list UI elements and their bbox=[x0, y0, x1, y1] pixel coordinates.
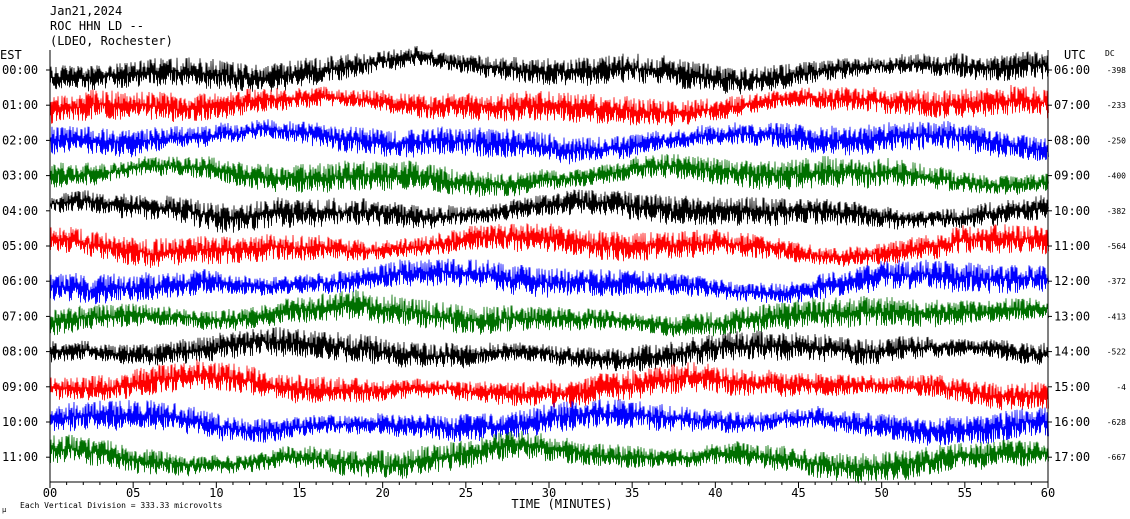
dc-offset-value: -398 bbox=[1107, 66, 1126, 75]
x-axis-ticks: 00 05 10 15 20 25 30 35 40 45 50 55 60 bbox=[43, 482, 1055, 500]
right-time-labels: 06:00 07:00 08:00 09:00 10:00 11:00 12:00 13:00… bbox=[1054, 63, 1090, 464]
left-time-label: 02:00 bbox=[2, 133, 38, 147]
right-time-label: 08:00 bbox=[1054, 133, 1090, 147]
right-time-label: 12:00 bbox=[1054, 274, 1090, 288]
dc-offset-value: -628 bbox=[1107, 418, 1126, 427]
x-axis-label: TIME (MINUTES) bbox=[511, 497, 612, 511]
seismic-traces bbox=[49, 45, 1049, 484]
x-tick-label: 20 bbox=[375, 486, 389, 500]
left-time-label: 06:00 bbox=[2, 274, 38, 288]
left-time-label: 11:00 bbox=[2, 450, 38, 464]
x-tick-label: 00 bbox=[43, 486, 57, 500]
trace-row-0400 bbox=[49, 189, 1049, 233]
left-time-label: 04:00 bbox=[2, 204, 38, 218]
x-tick-label: 10 bbox=[209, 486, 223, 500]
left-time-labels: 00:00 01:00 02:00 03:00 04:00 05:00 06:00 07:00… bbox=[2, 63, 38, 464]
left-time-label: 00:00 bbox=[2, 63, 38, 77]
left-zone-label: EST bbox=[0, 48, 22, 62]
left-time-label: 05:00 bbox=[2, 239, 38, 253]
right-time-label: 15:00 bbox=[1054, 380, 1090, 394]
scale-note: Each Vertical Division = 333.33 microvol… bbox=[20, 501, 222, 510]
dc-offset-value: -400 bbox=[1107, 172, 1126, 181]
dc-offset-value: -382 bbox=[1107, 207, 1126, 216]
right-time-label: 14:00 bbox=[1054, 345, 1090, 359]
right-zone-label: UTC bbox=[1064, 48, 1086, 62]
right-time-label: 16:00 bbox=[1054, 415, 1090, 429]
trace-row-0000 bbox=[49, 45, 1049, 95]
trace-row-1100 bbox=[49, 430, 1049, 484]
right-time-label: 07:00 bbox=[1054, 98, 1090, 112]
trace-row-0700 bbox=[49, 289, 1049, 338]
dc-offset-value: -667 bbox=[1107, 453, 1126, 462]
left-time-label: 10:00 bbox=[2, 415, 38, 429]
x-tick-label: 55 bbox=[958, 486, 972, 500]
x-tick-label: 30 bbox=[542, 486, 556, 500]
trace-row-0600 bbox=[49, 258, 1049, 305]
left-time-label: 08:00 bbox=[2, 345, 38, 359]
dc-offset-value: -4 bbox=[1116, 383, 1126, 392]
x-tick-label: 25 bbox=[459, 486, 473, 500]
trace-row-1000 bbox=[49, 398, 1049, 446]
trace-row-0300 bbox=[49, 153, 1049, 198]
trace-row-0100 bbox=[49, 84, 1049, 127]
x-tick-label: 45 bbox=[791, 486, 805, 500]
trace-row-0800 bbox=[49, 327, 1049, 372]
dc-offset-value: -522 bbox=[1107, 348, 1126, 357]
left-time-label: 01:00 bbox=[2, 98, 38, 112]
trace-row-0900 bbox=[49, 359, 1049, 411]
x-tick-label: 35 bbox=[625, 486, 639, 500]
left-time-label: 07:00 bbox=[2, 309, 38, 323]
dc-offset-value: -233 bbox=[1107, 101, 1126, 110]
dc-offset-value: -413 bbox=[1107, 312, 1126, 321]
right-time-label: 10:00 bbox=[1054, 204, 1090, 218]
header-network: (LDEO, Rochester) bbox=[50, 34, 173, 48]
x-tick-label: 60 bbox=[1041, 486, 1055, 500]
right-time-label: 06:00 bbox=[1054, 63, 1090, 77]
header-date: Jan21,2024 bbox=[50, 4, 122, 18]
dc-column-label: DC bbox=[1105, 49, 1115, 58]
right-time-label: 09:00 bbox=[1054, 169, 1090, 183]
trace-row-0500 bbox=[49, 223, 1049, 269]
x-tick-label: 05 bbox=[126, 486, 140, 500]
dc-offset-labels: -398 -233 -250 -400 -382 -564 -372 -413 -522 -4 -6… bbox=[1107, 66, 1126, 462]
right-time-label: 17:00 bbox=[1054, 450, 1090, 464]
header-station: ROC HHN LD -- bbox=[50, 19, 144, 33]
right-time-label: 13:00 bbox=[1054, 309, 1090, 323]
x-tick-label: 15 bbox=[292, 486, 306, 500]
left-time-label: 09:00 bbox=[2, 380, 38, 394]
left-time-label: 03:00 bbox=[2, 169, 38, 183]
dc-offset-value: -250 bbox=[1107, 136, 1126, 145]
x-tick-label: 50 bbox=[874, 486, 888, 500]
right-time-label: 11:00 bbox=[1054, 239, 1090, 253]
dc-offset-value: -372 bbox=[1107, 277, 1126, 286]
corner-mark: µ bbox=[2, 506, 7, 514]
dc-offset-value: -564 bbox=[1107, 242, 1126, 251]
trace-row-0200 bbox=[49, 119, 1049, 165]
x-tick-label: 40 bbox=[708, 486, 722, 500]
